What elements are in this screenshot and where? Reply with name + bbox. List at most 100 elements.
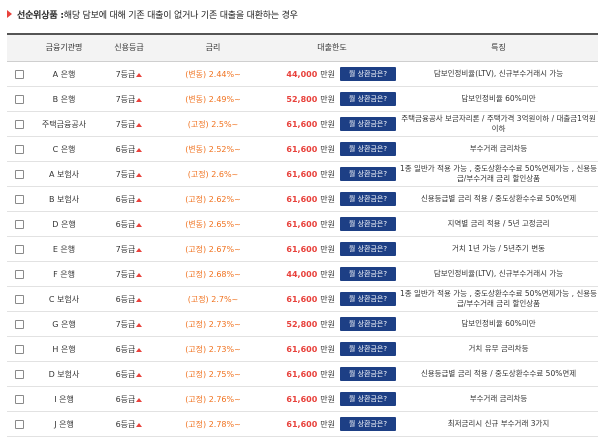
interest-rate: (변동) 2.49%~ (185, 94, 241, 104)
header-grade: 신용등급 (114, 43, 144, 52)
bank-name: 주택금융공사 (41, 119, 87, 129)
feature-text: 지역별 금리 적용 / 5년 고정금리 (447, 219, 550, 228)
bank-name: H 은행 (52, 344, 76, 354)
loan-limit-unit: 만원 (320, 319, 335, 329)
loan-limit-unit: 만원 (320, 369, 335, 379)
loan-limit-amount: 61,600 (286, 369, 318, 379)
table-row: B 은행 7등급 (변동) 2.49%~ 52,800 만원 월 상환금은? 담보인정비율 … (7, 87, 598, 112)
row-checkbox-cell (7, 337, 31, 361)
loan-limit-cell: 61,600 만원 (265, 412, 335, 436)
row-checkbox[interactable] (14, 319, 24, 329)
feature-cell: 거치 유무 금리차등 (399, 337, 598, 361)
row-checkbox[interactable] (14, 294, 24, 304)
monthly-repayment-button[interactable]: 월 상환금은? (340, 367, 396, 381)
row-checkbox[interactable] (14, 194, 24, 204)
loan-limit-cell: 44,000 만원 (265, 262, 335, 286)
feature-cell: 부수거래 금리차등 (399, 387, 598, 411)
loan-limit-cell: 61,600 만원 (265, 237, 335, 261)
table-row: D 보험사 6등급 (고정) 2.75%~ 61,600 만원 월 상환금은? 신용등급별 … (7, 362, 598, 387)
repayment-button-cell: 월 상환금은? (337, 137, 399, 161)
feature-cell: 최저금리시 신규 부수거래 3가지 (399, 412, 598, 436)
loan-limit-unit: 만원 (320, 394, 335, 404)
grade-up-arrow-icon (136, 122, 143, 127)
credit-grade-cell: 6등급 (97, 212, 161, 236)
feature-text: 부수거래 금리차등 (469, 144, 528, 153)
row-checkbox[interactable] (14, 419, 24, 429)
row-checkbox[interactable] (14, 94, 24, 104)
header-bank: 금융기관명 (45, 43, 83, 52)
monthly-repayment-button[interactable]: 월 상환금은? (340, 267, 396, 281)
monthly-repayment-button[interactable]: 월 상환금은? (340, 192, 396, 206)
table-row: I 은행 6등급 (고정) 2.76%~ 61,600 만원 월 상환금은? 부수거래 금리… (7, 387, 598, 412)
feature-cell: 담보인정비율 60%미만 (399, 312, 598, 336)
loan-limit-cell: 61,600 만원 (265, 362, 335, 386)
credit-grade: 6등급 (115, 194, 136, 204)
credit-grade-cell: 6등급 (97, 412, 161, 436)
loan-limit-cell: 61,600 만원 (265, 137, 335, 161)
credit-grade: 7등급 (115, 244, 136, 254)
row-checkbox[interactable] (14, 244, 24, 254)
monthly-repayment-button[interactable]: 월 상환금은? (340, 167, 396, 181)
monthly-repayment-button[interactable]: 월 상환금은? (340, 292, 396, 306)
row-checkbox[interactable] (14, 219, 24, 229)
loan-limit-amount: 61,600 (286, 119, 318, 129)
monthly-repayment-button[interactable]: 월 상환금은? (340, 317, 396, 331)
row-checkbox[interactable] (14, 169, 24, 179)
monthly-repayment-button[interactable]: 월 상환금은? (340, 392, 396, 406)
row-checkbox[interactable] (14, 369, 24, 379)
repayment-button-cell: 월 상환금은? (337, 112, 399, 136)
feature-cell: 1종 일반가 적용 가능 , 중도상환수수료 50%면제가능 , 신용등급/부수… (399, 162, 598, 186)
repayment-button-cell: 월 상환금은? (337, 187, 399, 211)
credit-grade: 6등급 (115, 344, 136, 354)
interest-rate: (고정) 2.5%~ (187, 119, 239, 129)
loan-limit-amount: 52,800 (286, 94, 318, 104)
interest-rate: (고정) 2.78%~ (185, 419, 241, 429)
table-row: C 보험사 6등급 (고정) 2.7%~ 61,600 만원 월 상환금은? 1종 일반가 … (7, 287, 598, 312)
table-row: G 은행 7등급 (고정) 2.73%~ 52,800 만원 월 상환금은? 담보인정비율 … (7, 312, 598, 337)
credit-grade-cell: 7등급 (97, 237, 161, 261)
feature-cell: 1종 일반가 적용 가능 , 중도상환수수료 50%면제가능 , 신용등급/부수… (399, 287, 598, 311)
feature-cell: 신용등급별 금리 적용 / 중도상환수수료 50%면제 (399, 362, 598, 386)
row-checkbox[interactable] (14, 394, 24, 404)
loan-limit-cell: 61,600 만원 (265, 387, 335, 411)
monthly-repayment-button[interactable]: 월 상환금은? (340, 142, 396, 156)
grade-up-arrow-icon (136, 72, 143, 77)
monthly-repayment-button[interactable]: 월 상환금은? (340, 342, 396, 356)
row-checkbox[interactable] (14, 269, 24, 279)
monthly-repayment-button[interactable]: 월 상환금은? (340, 217, 396, 231)
repayment-button-cell: 월 상환금은? (337, 362, 399, 386)
bank-name: A 은행 (52, 69, 76, 79)
bank-name: C 은행 (52, 144, 76, 154)
row-checkbox[interactable] (14, 144, 24, 154)
bank-name: D 은행 (52, 219, 76, 229)
feature-cell: 담보인정비율(LTV), 신규부수거래시 가능 (399, 62, 598, 86)
grade-up-arrow-icon (136, 147, 143, 152)
feature-text: 담보인정비율(LTV), 신규부수거래시 가능 (433, 69, 564, 78)
feature-text: 담보인정비율(LTV), 신규부수거래시 가능 (433, 269, 564, 278)
grade-up-arrow-icon (136, 397, 143, 402)
grade-up-arrow-icon (136, 347, 143, 352)
grade-up-arrow-icon (136, 272, 143, 277)
bank-name: B 보험사 (48, 194, 80, 204)
monthly-repayment-button[interactable]: 월 상환금은? (340, 117, 396, 131)
feature-text: 담보인정비율 60%미만 (461, 94, 536, 103)
monthly-repayment-button[interactable]: 월 상환금은? (340, 242, 396, 256)
loan-limit-amount: 61,600 (286, 294, 318, 304)
bank-name: B 은행 (52, 94, 76, 104)
monthly-repayment-button[interactable]: 월 상환금은? (340, 92, 396, 106)
monthly-repayment-button[interactable]: 월 상환금은? (340, 417, 396, 431)
row-checkbox[interactable] (14, 69, 24, 79)
interest-rate: (고정) 2.68%~ (185, 269, 241, 279)
credit-grade-cell: 6등급 (97, 337, 161, 361)
interest-rate: (고정) 2.73%~ (185, 344, 241, 354)
row-checkbox-cell (7, 137, 31, 161)
interest-rate: (고정) 2.67%~ (185, 244, 241, 254)
row-checkbox[interactable] (14, 119, 24, 129)
row-checkbox[interactable] (14, 344, 24, 354)
repayment-button-cell: 월 상환금은? (337, 162, 399, 186)
loan-limit-unit: 만원 (320, 69, 335, 79)
repayment-button-cell: 월 상환금은? (337, 262, 399, 286)
interest-rate: (변동) 2.44%~ (185, 69, 241, 79)
monthly-repayment-button[interactable]: 월 상환금은? (340, 67, 396, 81)
repayment-button-cell: 월 상환금은? (337, 337, 399, 361)
